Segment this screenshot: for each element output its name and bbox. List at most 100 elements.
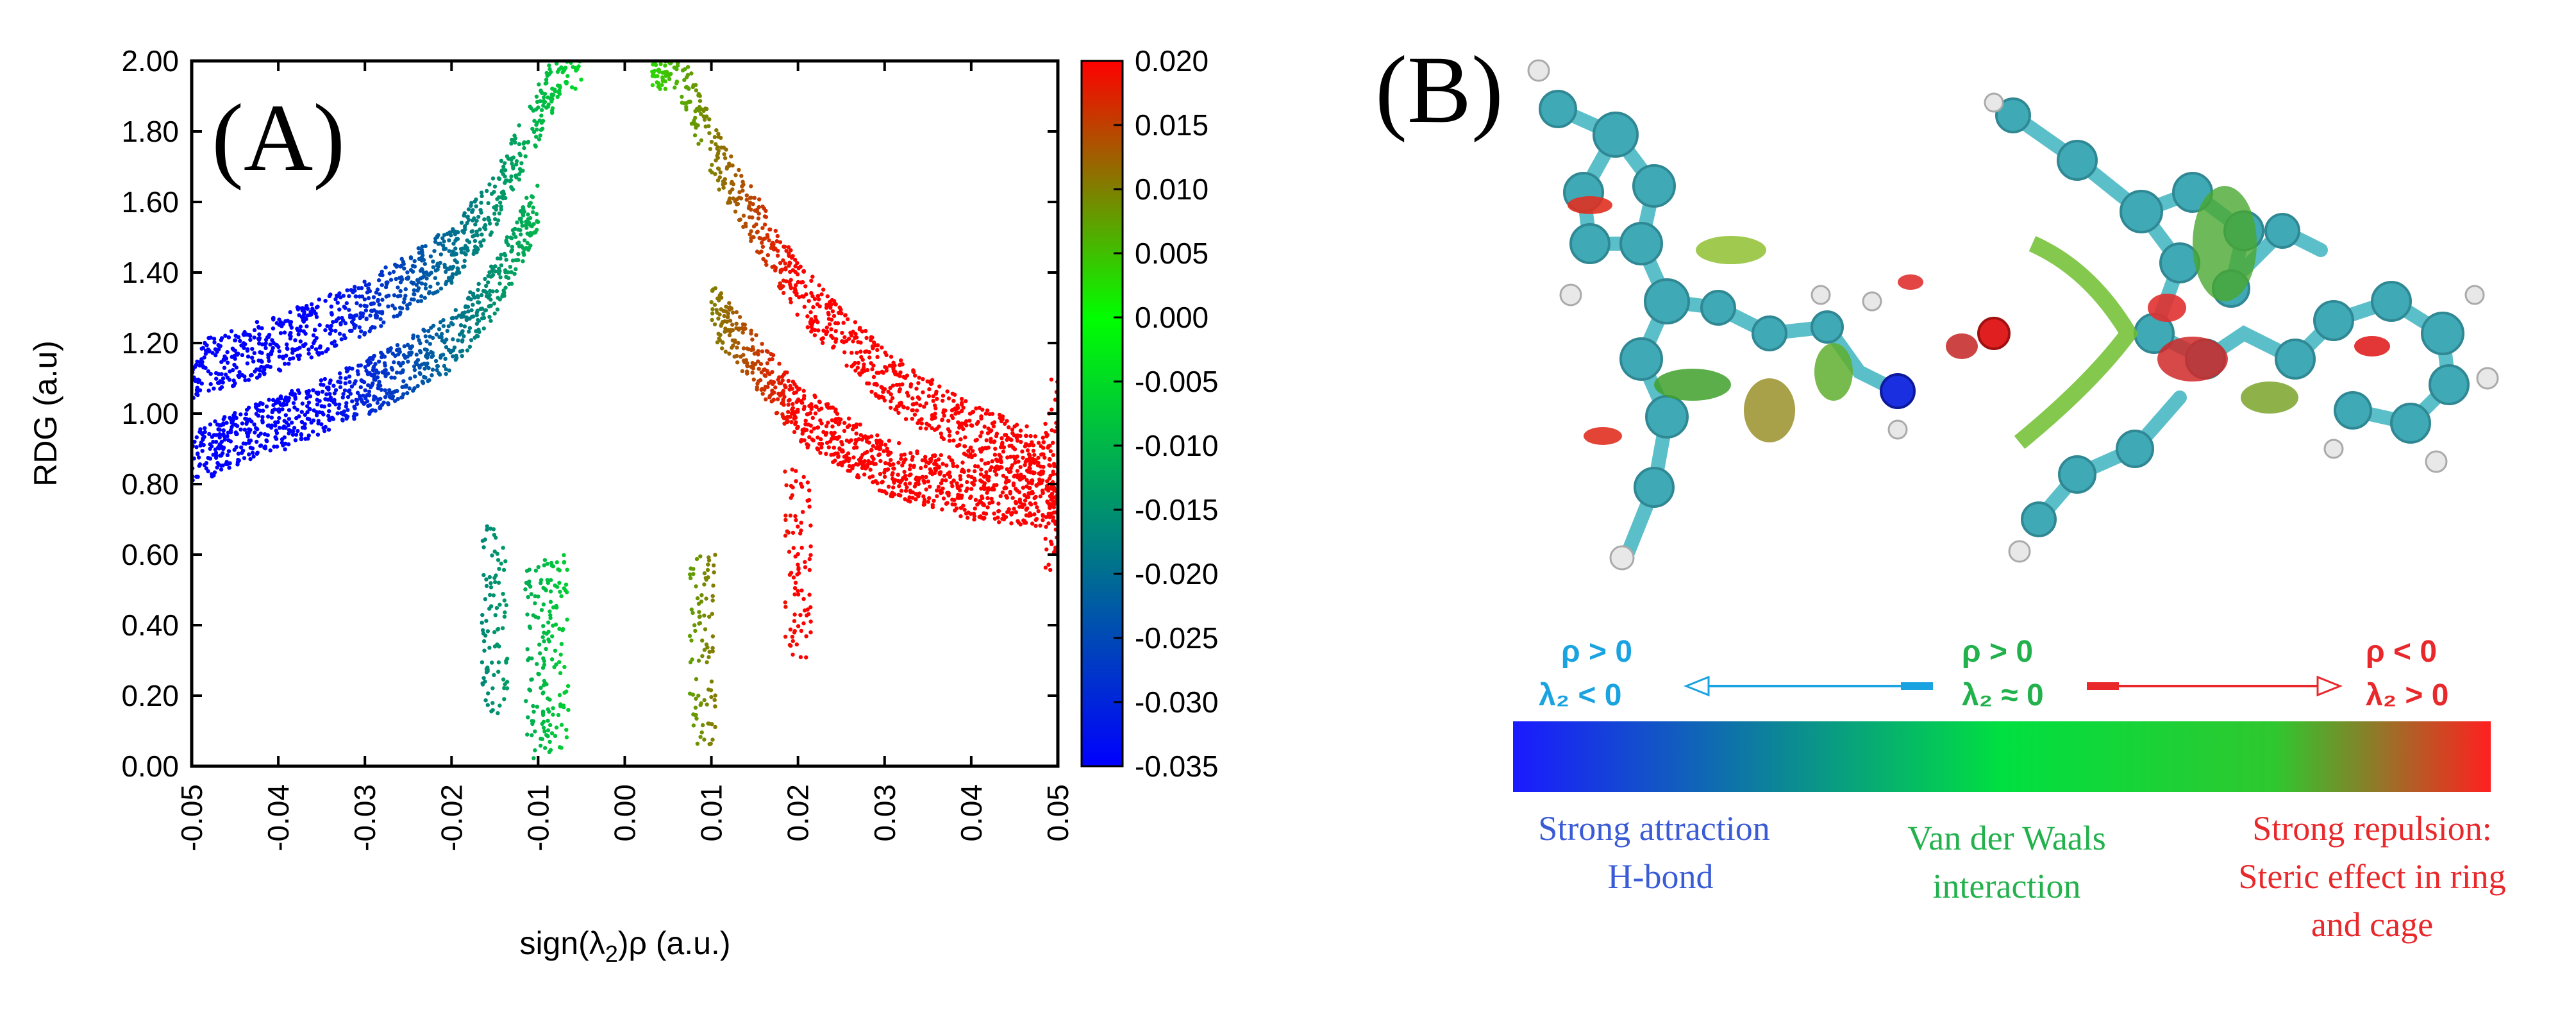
- scatter-point: [503, 196, 508, 201]
- scatter-point: [854, 439, 858, 444]
- scatter-point: [864, 335, 869, 340]
- scatter-point: [344, 416, 349, 421]
- scatter-point: [910, 396, 915, 401]
- scatter-point: [842, 428, 847, 433]
- scatter-point: [408, 255, 414, 260]
- scatter-point: [198, 443, 203, 448]
- scatter-point: [1051, 495, 1056, 499]
- y-tick-label: 1.40: [121, 256, 179, 289]
- scatter-point: [306, 389, 311, 394]
- scatter-point: [556, 712, 561, 717]
- scatter-point: [247, 439, 251, 443]
- scatter-point: [809, 290, 814, 296]
- scatter-point: [1011, 446, 1016, 450]
- scatter-point: [355, 301, 359, 306]
- scatter-point: [281, 401, 286, 406]
- scatter-point: [252, 351, 256, 355]
- scatter-point: [1005, 437, 1009, 442]
- scatter-point: [494, 207, 498, 212]
- scatter-point: [971, 409, 976, 414]
- scatter-point: [451, 322, 455, 326]
- scatter-point: [521, 205, 526, 210]
- scatter-point: [499, 253, 503, 257]
- scatter-point: [1005, 455, 1010, 460]
- y-tick-label: 0.60: [121, 538, 179, 571]
- scatter-point: [499, 204, 503, 209]
- scatter-point: [851, 339, 855, 344]
- scatter-point: [465, 221, 469, 226]
- scatter-point: [233, 338, 237, 342]
- scatter-point: [1024, 521, 1028, 525]
- scatter-point: [480, 621, 484, 625]
- scatter-point: [928, 467, 933, 472]
- scatter-point: [541, 602, 546, 607]
- scatter-point: [444, 337, 449, 342]
- scatter-point: [333, 402, 338, 407]
- scatter-point: [808, 423, 813, 428]
- scatter-point: [539, 113, 544, 118]
- scatter-point: [751, 377, 757, 382]
- scatter-point: [497, 266, 501, 271]
- scatter-point: [544, 646, 548, 651]
- scatter-point: [1037, 482, 1042, 486]
- scatter-point: [799, 546, 804, 550]
- scatter-point: [474, 321, 480, 326]
- scatter-point: [490, 176, 496, 181]
- scatter-point: [300, 306, 305, 310]
- scatter-point: [555, 94, 560, 99]
- scatter-point: [750, 360, 755, 365]
- scatter-point: [723, 349, 728, 354]
- scatter-point: [696, 92, 701, 96]
- scatter-point: [419, 255, 424, 260]
- scatter-point: [551, 564, 556, 569]
- scatter-point: [496, 256, 500, 261]
- scatter-point: [557, 580, 562, 585]
- scatter-point: [282, 419, 287, 423]
- scatter-point: [809, 407, 814, 412]
- scatter-point: [451, 337, 455, 342]
- scatter-point: [469, 203, 473, 208]
- scatter-point: [744, 224, 748, 229]
- scatter-point: [378, 383, 383, 388]
- scatter-point: [767, 238, 771, 243]
- scatter-point: [531, 719, 536, 724]
- scatter-point: [1036, 440, 1041, 445]
- scatter-point: [194, 474, 199, 479]
- scatter-point: [873, 392, 878, 396]
- scatter-point: [956, 405, 960, 410]
- scatter-point: [390, 303, 395, 308]
- scatter-point: [344, 401, 349, 405]
- scatter-point: [1023, 498, 1028, 503]
- scatter-point: [337, 406, 341, 410]
- scatter-point: [674, 81, 679, 86]
- scatter-point: [776, 378, 781, 382]
- scatter-point: [352, 417, 356, 421]
- scatter-point: [228, 415, 232, 420]
- scatter-point: [358, 385, 363, 390]
- scatter-point: [793, 580, 798, 585]
- scatter-point: [1021, 474, 1026, 480]
- x-tick-label: 0.00: [608, 784, 642, 842]
- scatter-point: [969, 494, 973, 499]
- scatter-point: [699, 593, 704, 598]
- scatter-point: [489, 709, 494, 714]
- scatter-point: [950, 502, 955, 507]
- scatter-point: [933, 466, 937, 471]
- scatter-point: [320, 351, 324, 355]
- scatter-point: [277, 323, 281, 327]
- scatter-point: [543, 746, 548, 750]
- scatter-point: [332, 391, 337, 396]
- scatter-point: [290, 432, 296, 437]
- scatter-point: [545, 578, 549, 582]
- scatter-point: [685, 72, 690, 78]
- scatter-point: [916, 421, 920, 426]
- scatter-point: [871, 374, 876, 380]
- scatter-point: [851, 455, 856, 460]
- scatter-point: [469, 338, 474, 342]
- scatter-point: [694, 696, 698, 701]
- scatter-point: [358, 315, 362, 321]
- scatter-point: [407, 386, 412, 390]
- scatter-point: [208, 371, 213, 376]
- scatter-point: [712, 698, 717, 702]
- scatter-point: [957, 424, 962, 429]
